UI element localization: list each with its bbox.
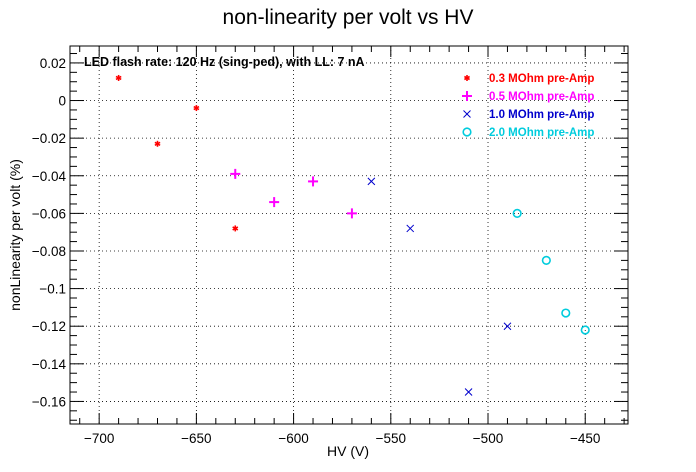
axis-ticks xyxy=(70,46,628,424)
data-point-x xyxy=(464,388,473,396)
circle-ring xyxy=(580,325,590,335)
legend-marker xyxy=(462,127,472,137)
x-axis-label: HV (V) xyxy=(327,443,369,459)
legend-label: 0.5 MOhm pre-Amp xyxy=(489,91,594,103)
legend-label: 0.3 MOhm pre-Amp xyxy=(489,73,594,85)
data-point-x xyxy=(503,322,512,331)
plot-frame xyxy=(69,45,629,425)
circle-ring xyxy=(561,308,571,318)
legend-marker xyxy=(463,110,471,118)
data-point-star xyxy=(232,225,239,232)
legend-label: 1.0 MOhm pre-Amp xyxy=(489,109,594,121)
data-point-x xyxy=(406,224,415,233)
y-tick-label: −0.14 xyxy=(32,357,67,372)
axis-tick-labels: −700 −650 −600 −550 −500 −450 0.02 0 −0.02 −0.04 −… xyxy=(32,56,601,446)
legend-label: 2.0 MOhm pre-Amp xyxy=(489,127,594,139)
x-stroke-b xyxy=(503,322,512,331)
legend-marker xyxy=(462,91,472,101)
legend: 0.3 MOhm pre-Amp 0.5 MOhm pre-Amp 1.0 MOhm… xyxy=(462,73,594,139)
y-tick-label: −0.12 xyxy=(32,319,66,334)
data-point-plus xyxy=(269,197,280,208)
data-point-plus xyxy=(308,176,319,187)
chart-title: non-linearity per volt vs HV xyxy=(223,6,474,29)
star-stroke xyxy=(154,141,161,146)
y-axis-label: nonLinearity per volt (%) xyxy=(7,159,23,311)
y-tick-label: −0.06 xyxy=(32,206,66,221)
x-tick-label: −650 xyxy=(181,431,211,446)
grid-lines xyxy=(70,46,628,424)
x-tick-label: −700 xyxy=(84,431,114,446)
y-tick-label: 0.02 xyxy=(40,56,66,71)
data-point-plus xyxy=(230,168,241,179)
x-stroke-b xyxy=(464,388,473,396)
y-tick-label: −0.1 xyxy=(39,282,66,297)
star-stroke xyxy=(193,105,200,111)
star-stroke xyxy=(464,75,470,81)
chart-annotation: LED flash rate: 120 Hz (sing-ped), with … xyxy=(84,55,365,69)
data-point-circle xyxy=(561,308,571,318)
y-tick-label: −0.02 xyxy=(32,131,66,146)
star-stroke xyxy=(232,226,239,231)
star-stroke xyxy=(115,75,122,81)
y-tick-label: −0.08 xyxy=(32,244,66,259)
x-stroke-b xyxy=(367,177,376,186)
data-point-x xyxy=(367,177,376,186)
data-point-circle xyxy=(541,255,551,265)
x-stroke-b xyxy=(406,224,415,233)
data-point-star xyxy=(154,140,161,147)
legend-marker xyxy=(464,75,470,81)
x-tick-label: −500 xyxy=(473,431,503,446)
data-point-circle xyxy=(580,325,590,335)
x-stroke-b xyxy=(463,110,471,118)
x-tick-label: −450 xyxy=(570,431,600,446)
data-point-star xyxy=(115,74,122,81)
data-point-star xyxy=(193,105,200,112)
data-points xyxy=(115,74,590,396)
circle-ring xyxy=(541,255,551,265)
y-tick-label: −0.04 xyxy=(32,169,67,184)
circle-ring xyxy=(512,208,522,218)
circle-ring xyxy=(462,127,472,137)
data-point-plus xyxy=(346,208,357,219)
x-tick-label: −550 xyxy=(376,431,406,446)
data-point-circle xyxy=(512,208,522,218)
y-tick-label: 0 xyxy=(58,94,66,109)
y-tick-label: −0.16 xyxy=(32,394,66,409)
x-tick-label: −600 xyxy=(278,431,308,446)
